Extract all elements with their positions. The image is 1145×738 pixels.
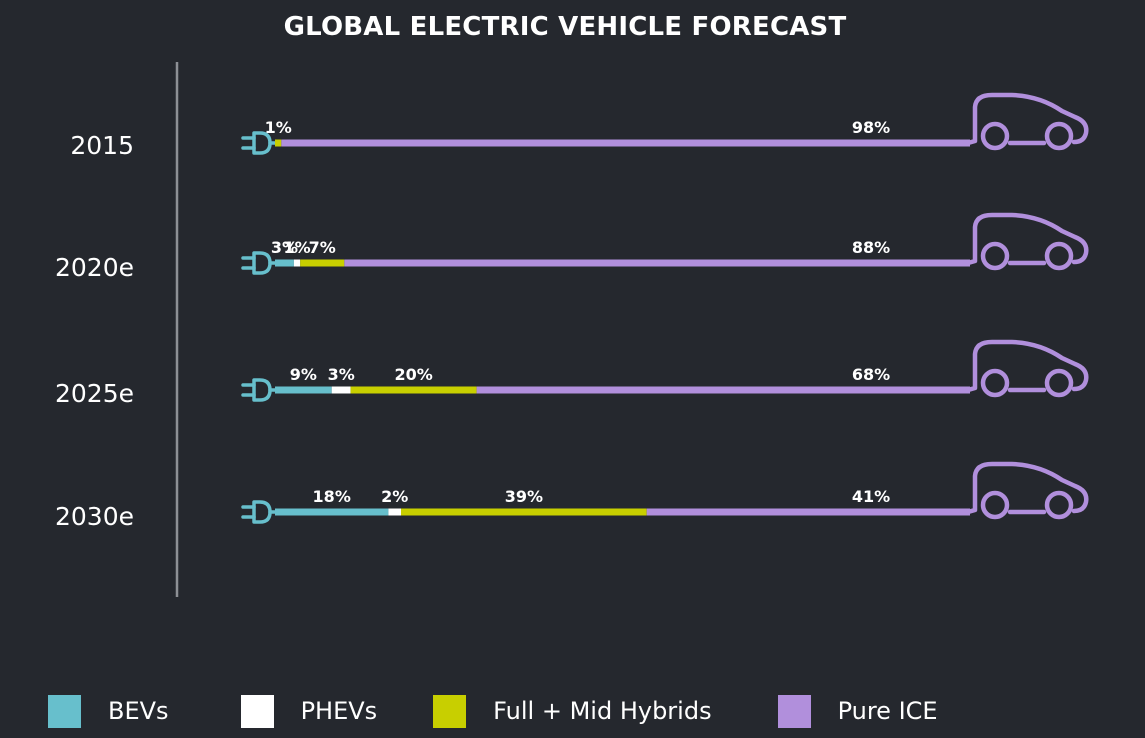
pct-label-phevs-2020e: 1% xyxy=(283,238,310,257)
chart-title: GLOBAL ELECTRIC VEHICLE FORECAST xyxy=(283,12,847,42)
bar-full-mid-hybrids-2025e xyxy=(350,386,477,394)
bar-full-mid-hybrids-2030e xyxy=(401,508,647,516)
pct-label-phevs-2030e: 2% xyxy=(381,487,408,506)
year-label-2025e: 2025e xyxy=(55,379,134,408)
plug-icon xyxy=(241,378,278,402)
pct-label-pure-ice-2020e: 88% xyxy=(852,238,890,257)
pct-label-bevs-2020e: 3% xyxy=(271,238,298,257)
pct-label-full-mid-hybrids-2020e: 7% xyxy=(309,238,336,257)
bar-full-mid-hybrids-2020e xyxy=(300,259,345,267)
pct-label-pure-ice-2025e: 68% xyxy=(852,365,890,384)
bar-bevs-2030e xyxy=(275,508,389,516)
bar-full-mid-hybrids-2015 xyxy=(275,139,282,147)
legend-swatch-phevs xyxy=(240,694,274,728)
bar-pure-ice-2020e xyxy=(344,259,970,267)
car-icon xyxy=(965,212,1089,271)
pct-label-pure-ice-2015: 98% xyxy=(852,118,890,137)
pct-label-full-mid-hybrids-2025e: 20% xyxy=(394,365,432,384)
legend-item-bevs: BEVs xyxy=(48,694,169,728)
car-icon xyxy=(965,92,1089,151)
bar-phevs-2030e xyxy=(388,508,401,516)
plug-icon xyxy=(241,500,278,524)
pct-label-full-mid-hybrids-2030e: 39% xyxy=(505,487,543,506)
legend-swatch-bevs xyxy=(48,694,81,728)
legend-swatch-pure-ice xyxy=(777,694,811,728)
pct-label-pure-ice-2030e: 41% xyxy=(852,487,890,506)
bar-bevs-2025e xyxy=(275,386,332,394)
pct-label-bevs-2030e: 18% xyxy=(313,487,351,506)
legend-swatch-hybrids xyxy=(433,694,467,728)
bar-bevs-2020e xyxy=(275,259,294,267)
legend-label-phevs: PHEVs xyxy=(300,697,378,725)
bar-phevs-2020e xyxy=(293,259,301,267)
bar-pure-ice-2030e xyxy=(646,508,970,516)
legend-label-pure-ice: Pure ICE xyxy=(837,697,938,725)
pct-label-phevs-2025e: 3% xyxy=(328,365,355,384)
legend-label-bevs: BEVs xyxy=(108,697,169,725)
year-label-2030e: 2030e xyxy=(55,502,134,531)
bar-phevs-2025e xyxy=(331,386,351,394)
bar-pure-ice-2015 xyxy=(281,139,970,147)
car-icon xyxy=(965,339,1089,398)
car-icon xyxy=(965,461,1089,520)
legend: BEVs PHEVs Full + Mid Hybrids Pure ICE xyxy=(48,694,996,728)
pct-label-full-mid-hybrids-2015: 1% xyxy=(265,118,292,137)
bar-pure-ice-2025e xyxy=(476,386,970,394)
legend-item-pure-ice: Pure ICE xyxy=(777,694,938,728)
legend-label-hybrids: Full + Mid Hybrids xyxy=(493,697,712,725)
year-label-2020e: 2020e xyxy=(55,253,134,282)
legend-item-phevs: PHEVs xyxy=(240,694,378,728)
legend-item-hybrids: Full + Mid Hybrids xyxy=(433,694,712,728)
year-label-2015: 2015 xyxy=(70,131,134,160)
pct-label-bevs-2025e: 9% xyxy=(290,365,317,384)
